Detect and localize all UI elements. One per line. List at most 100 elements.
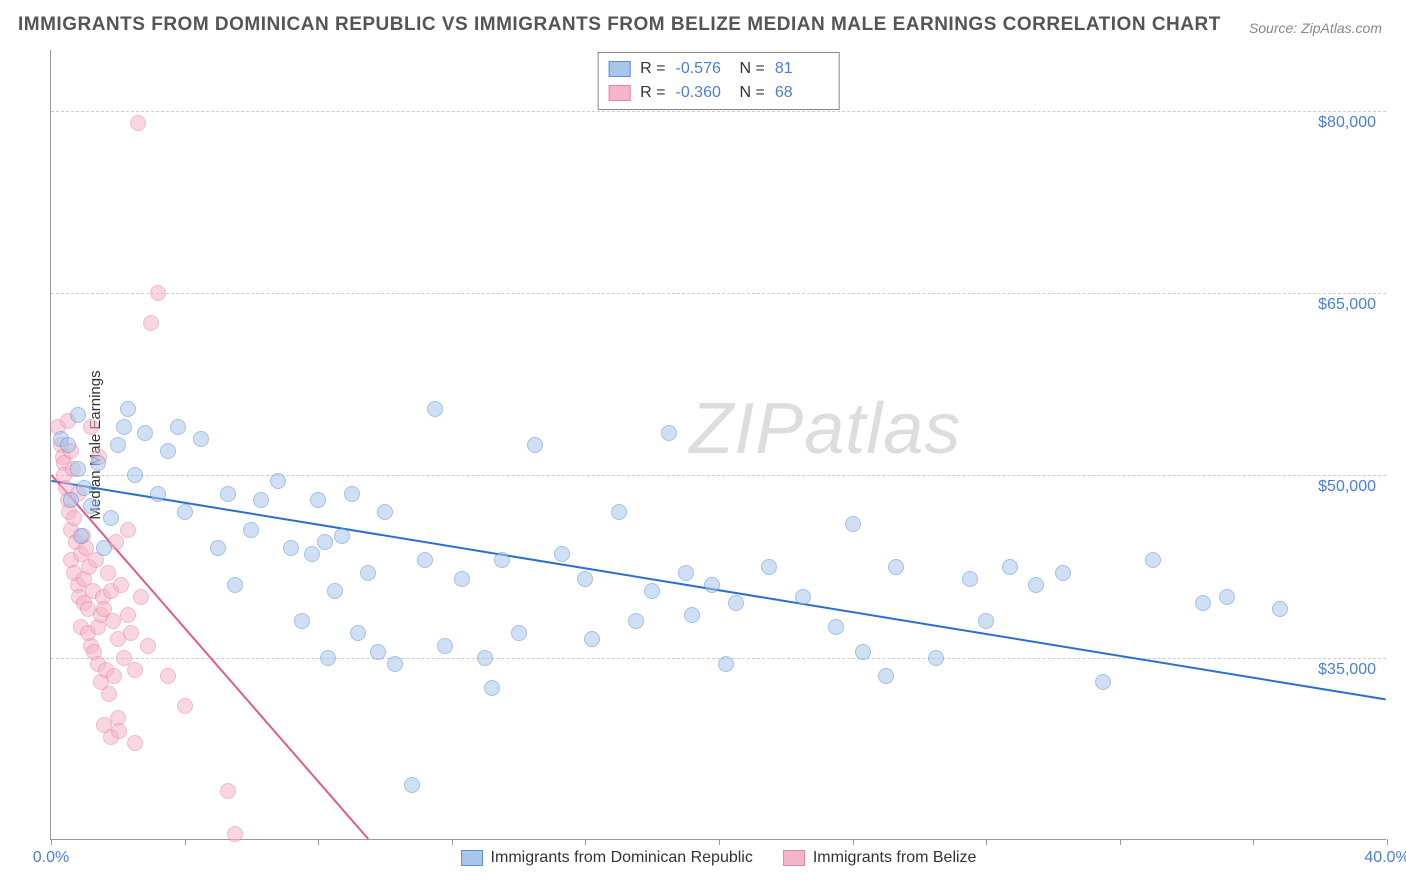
data-point	[962, 571, 978, 587]
gridline	[51, 475, 1386, 476]
data-point	[106, 668, 122, 684]
x-tick	[51, 839, 52, 845]
data-point	[484, 680, 500, 696]
gridline	[51, 293, 1386, 294]
data-point	[83, 419, 99, 435]
data-point	[105, 613, 121, 629]
data-point	[177, 504, 193, 520]
data-point	[704, 577, 720, 593]
data-point	[170, 419, 186, 435]
x-tick	[1253, 839, 1254, 845]
x-tick	[585, 839, 586, 845]
data-point	[283, 540, 299, 556]
data-point	[137, 425, 153, 441]
r-label: R =	[640, 81, 665, 105]
x-tick	[185, 839, 186, 845]
data-point	[73, 528, 89, 544]
x-tick	[1120, 839, 1121, 845]
data-point	[761, 559, 777, 575]
data-point	[101, 686, 117, 702]
legend-item-1: Immigrants from Belize	[783, 849, 977, 867]
x-tick	[452, 839, 453, 845]
n-value-1: 68	[775, 81, 829, 105]
data-point	[270, 473, 286, 489]
data-point	[1002, 559, 1018, 575]
data-point	[437, 638, 453, 654]
data-point	[1195, 595, 1211, 611]
data-point	[1272, 601, 1288, 617]
data-point	[123, 625, 139, 641]
y-tick-label: $35,000	[1318, 661, 1376, 679]
r-label: R =	[640, 57, 665, 81]
data-point	[110, 437, 126, 453]
data-point	[661, 425, 677, 441]
data-point	[120, 401, 136, 417]
stats-row-1: R = -0.360 N = 68	[608, 81, 829, 105]
data-point	[511, 625, 527, 641]
data-point	[888, 559, 904, 575]
n-value-0: 81	[775, 57, 829, 81]
data-point	[120, 607, 136, 623]
data-point	[387, 656, 403, 672]
data-point	[370, 644, 386, 660]
data-point	[344, 486, 360, 502]
data-point	[978, 613, 994, 629]
data-point	[377, 504, 393, 520]
y-tick-label: $80,000	[1318, 114, 1376, 132]
data-point	[133, 589, 149, 605]
data-point	[111, 723, 127, 739]
y-tick-label: $50,000	[1318, 478, 1376, 496]
data-point	[220, 783, 236, 799]
data-point	[678, 565, 694, 581]
data-point	[427, 401, 443, 417]
data-point	[83, 498, 99, 514]
data-point	[227, 577, 243, 593]
data-point	[310, 492, 326, 508]
data-point	[150, 486, 166, 502]
source-label: Source: ZipAtlas.com	[1249, 20, 1382, 36]
r-value-1: -0.360	[676, 81, 730, 105]
r-value-0: -0.576	[676, 57, 730, 81]
legend-label-1: Immigrants from Belize	[813, 849, 977, 867]
data-point	[317, 534, 333, 550]
data-point	[350, 625, 366, 641]
data-point	[477, 650, 493, 666]
data-point	[417, 552, 433, 568]
data-point	[644, 583, 660, 599]
data-point	[1145, 552, 1161, 568]
data-point	[718, 656, 734, 672]
x-tick-label: 40.0%	[1364, 849, 1406, 867]
legend-label-0: Immigrants from Dominican Republic	[491, 849, 753, 867]
data-point	[143, 315, 159, 331]
data-point	[628, 613, 644, 629]
data-point	[90, 455, 106, 471]
data-point	[684, 607, 700, 623]
data-point	[845, 516, 861, 532]
data-point	[855, 644, 871, 660]
data-point	[76, 480, 92, 496]
data-point	[795, 589, 811, 605]
x-tick	[853, 839, 854, 845]
data-point	[878, 668, 894, 684]
data-point	[554, 546, 570, 562]
stats-box: R = -0.576 N = 81 R = -0.360 N = 68	[597, 52, 840, 110]
data-point	[360, 565, 376, 581]
swatch-series-0	[608, 61, 630, 77]
y-tick-label: $65,000	[1318, 296, 1376, 314]
data-point	[304, 546, 320, 562]
data-point	[100, 565, 116, 581]
data-point	[253, 492, 269, 508]
data-point	[243, 522, 259, 538]
data-point	[150, 285, 166, 301]
n-label: N =	[740, 81, 765, 105]
data-point	[577, 571, 593, 587]
data-point	[160, 443, 176, 459]
y-axis-label: Median Male Earnings	[87, 370, 104, 519]
data-point	[160, 668, 176, 684]
swatch-series-1	[608, 85, 630, 101]
data-point	[140, 638, 156, 654]
data-point	[404, 777, 420, 793]
x-tick-label: 0.0%	[33, 849, 69, 867]
data-point	[127, 662, 143, 678]
legend-item-0: Immigrants from Dominican Republic	[461, 849, 753, 867]
